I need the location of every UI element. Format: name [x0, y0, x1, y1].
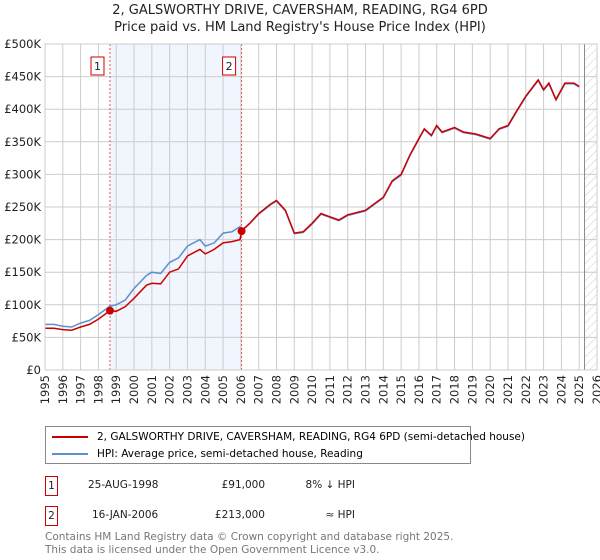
y-tick-label: £400K — [4, 102, 41, 116]
x-tick-label: 2020 — [483, 375, 497, 404]
x-tick-label: 1997 — [74, 375, 88, 404]
legend-item-property: 2, GALSWORTHY DRIVE, CAVERSHAM, READING,… — [52, 429, 525, 445]
x-tick-label: 1998 — [91, 375, 105, 404]
legend-label-hpi: HPI: Average price, semi-detached house,… — [97, 448, 363, 460]
x-tick-label: 1996 — [56, 375, 70, 404]
x-tick-label: 2022 — [519, 375, 533, 404]
y-tick-label: £150K — [4, 265, 41, 279]
footer: Contains HM Land Registry data © Crown c… — [45, 531, 453, 557]
x-tick-label: 2012 — [341, 375, 355, 404]
x-tick-label: 2017 — [430, 375, 444, 404]
transaction-hpi: 8% ↓ HPI — [305, 479, 355, 491]
footer-copyright: Contains HM Land Registry data © Crown c… — [45, 531, 454, 543]
chart-title: 2, GALSWORTHY DRIVE, CAVERSHAM, READING,… — [112, 3, 488, 18]
plot-border — [44, 43, 598, 371]
x-tick-label: 2006 — [234, 375, 248, 404]
legend-item-hpi: HPI: Average price, semi-detached house,… — [52, 446, 363, 462]
y-tick-label: £500K — [4, 37, 41, 51]
x-tick-label: 2007 — [252, 375, 266, 404]
x-tick-label: 2015 — [394, 375, 408, 404]
x-tick-label: 2014 — [376, 375, 390, 404]
x-tick-label: 2001 — [145, 375, 159, 404]
x-tick-label: 2009 — [287, 375, 301, 404]
x-tick-label: 2010 — [305, 375, 319, 404]
x-tick-label: 2026 — [590, 375, 600, 404]
x-tick-label: 1999 — [109, 375, 123, 404]
x-tick-label: 2019 — [465, 375, 479, 404]
sale-point — [105, 306, 114, 315]
marker-label-box — [222, 56, 237, 76]
x-tick-label: 2008 — [269, 375, 283, 404]
transaction-price: £213,000 — [214, 509, 265, 521]
transaction-number: 1 — [45, 476, 58, 496]
x-tick-label: 2005 — [216, 375, 230, 404]
x-tick-label: 2011 — [323, 375, 337, 404]
transaction-hpi: ≈ HPI — [325, 509, 355, 521]
legend: 2, GALSWORTHY DRIVE, CAVERSHAM, READING,… — [45, 426, 525, 464]
marker-label: 1 — [94, 60, 101, 73]
x-tick-label: 2025 — [572, 375, 586, 404]
x-tick-label: 2024 — [554, 375, 568, 404]
transaction-date: 25-AUG-1998 — [88, 479, 159, 491]
y-tick-label: £0 — [26, 363, 41, 377]
legend-swatch-red — [52, 436, 88, 438]
x-tick-label: 2003 — [180, 375, 194, 404]
transaction-row: 1 25-AUG-1998 £91,000 8% ↓ HPI — [45, 476, 445, 496]
x-tick-label: 2018 — [448, 375, 462, 404]
chart-svg: 1995 1996 1997 1998 1999 2000 2001 2002 2003 2004… — [4, 37, 600, 404]
x-tick-label: 2016 — [412, 375, 426, 404]
x-tick-label: 2021 — [501, 375, 515, 404]
property-price-line — [45, 78, 580, 331]
x-tick-label: 2013 — [359, 375, 373, 404]
transaction-number: 2 — [45, 506, 58, 526]
x-tick-label: 2000 — [127, 375, 141, 404]
y-tick-label: £100K — [4, 298, 41, 312]
legend-label-property: 2, GALSWORTHY DRIVE, CAVERSHAM, READING,… — [97, 431, 525, 443]
x-tick-label: 2023 — [537, 375, 551, 404]
footer-licence: This data is licensed under the Open Gov… — [45, 544, 380, 556]
y-tick-label: £300K — [4, 167, 41, 181]
x-tick-label: 1995 — [38, 375, 52, 404]
y-tick-label: £450K — [4, 70, 41, 84]
y-tick-label: £50K — [12, 330, 42, 344]
marker-label: 2 — [226, 60, 233, 73]
y-tick-label: £250K — [4, 200, 41, 214]
transaction-price: £91,000 — [221, 479, 265, 491]
y-tick-label: £200K — [4, 233, 41, 247]
x-tick-label: 2002 — [163, 375, 177, 404]
chart-subtitle: Price paid vs. HM Land Registry's House … — [114, 20, 486, 35]
x-tick-label: 2004 — [198, 375, 212, 404]
y-tick-label: £350K — [4, 135, 41, 149]
transaction-date: 16-JAN-2006 — [92, 509, 159, 521]
legend-swatch-blue — [52, 453, 88, 455]
sale-point — [237, 227, 246, 236]
marker-label-box — [90, 56, 105, 76]
transaction-row: 2 16-JAN-2006 £213,000 ≈ HPI — [45, 506, 445, 526]
